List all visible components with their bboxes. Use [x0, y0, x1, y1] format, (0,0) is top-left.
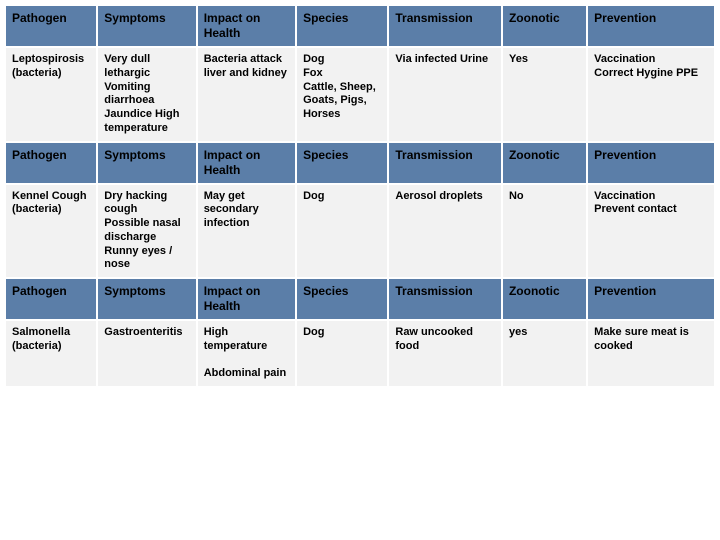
cell-species: DogFoxCattle, Sheep, Goats, Pigs, Horses: [296, 47, 388, 142]
col-header: Zoonotic: [502, 5, 587, 47]
col-header: Pathogen: [5, 278, 97, 320]
cell-prevention: Make sure meat is cooked: [587, 320, 715, 387]
cell-impact: Bacteria attack liver and kidney: [197, 47, 296, 142]
col-header: Species: [296, 142, 388, 184]
col-header: Zoonotic: [502, 142, 587, 184]
col-header: Prevention: [587, 5, 715, 47]
col-header: Pathogen: [5, 142, 97, 184]
cell-symptoms: Dry hacking coughPossible nasal discharg…: [97, 184, 196, 279]
cell-symptoms: Gastroenteritis: [97, 320, 196, 387]
cell-pathogen: Salmonella (bacteria): [5, 320, 97, 387]
cell-species: Dog: [296, 320, 388, 387]
col-header: Symptoms: [97, 142, 196, 184]
header-row: PathogenSymptomsImpact on HealthSpeciesT…: [5, 5, 715, 47]
col-header: Impact on Health: [197, 142, 296, 184]
cell-pathogen: Kennel Cough (bacteria): [5, 184, 97, 279]
cell-transmission: Via infected Urine: [388, 47, 502, 142]
cell-transmission: Aerosol droplets: [388, 184, 502, 279]
cell-zoonotic: yes: [502, 320, 587, 387]
col-header: Prevention: [587, 278, 715, 320]
col-header: Impact on Health: [197, 278, 296, 320]
table-row: Leptospirosis (bacteria)Very dull lethar…: [5, 47, 715, 142]
cell-symptoms: Very dull lethargic Vomiting diarrhoea J…: [97, 47, 196, 142]
header-row: PathogenSymptomsImpact on HealthSpeciesT…: [5, 142, 715, 184]
cell-transmission: Raw uncooked food: [388, 320, 502, 387]
table-row: Kennel Cough (bacteria)Dry hacking cough…: [5, 184, 715, 279]
cell-prevention: VaccinationPrevent contact: [587, 184, 715, 279]
col-header: Symptoms: [97, 5, 196, 47]
col-header: Transmission: [388, 142, 502, 184]
col-header: Species: [296, 278, 388, 320]
cell-zoonotic: No: [502, 184, 587, 279]
col-header: Species: [296, 5, 388, 47]
col-header: Symptoms: [97, 278, 196, 320]
col-header: Transmission: [388, 5, 502, 47]
col-header: Impact on Health: [197, 5, 296, 47]
cell-pathogen: Leptospirosis (bacteria): [5, 47, 97, 142]
cell-impact: May get secondary infection: [197, 184, 296, 279]
cell-species: Dog: [296, 184, 388, 279]
header-row: PathogenSymptomsImpact on HealthSpeciesT…: [5, 278, 715, 320]
cell-impact: High temperatureAbdominal pain: [197, 320, 296, 387]
col-header: Zoonotic: [502, 278, 587, 320]
col-header: Transmission: [388, 278, 502, 320]
cell-prevention: VaccinationCorrect Hygine PPE: [587, 47, 715, 142]
table-row: Salmonella (bacteria)GastroenteritisHigh…: [5, 320, 715, 387]
col-header: Pathogen: [5, 5, 97, 47]
pathogen-table: PathogenSymptomsImpact on HealthSpeciesT…: [4, 4, 716, 388]
cell-zoonotic: Yes: [502, 47, 587, 142]
col-header: Prevention: [587, 142, 715, 184]
